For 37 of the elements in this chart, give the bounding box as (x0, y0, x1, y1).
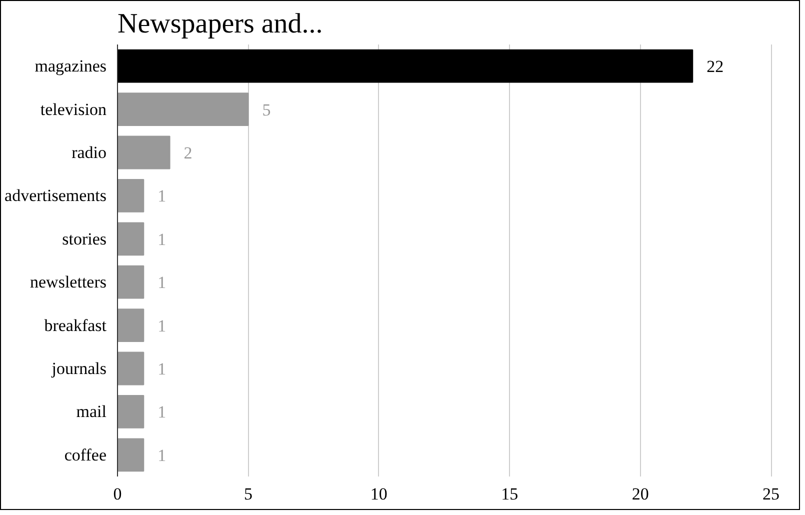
bar (118, 308, 144, 342)
y-tick-label: coffee (64, 445, 107, 464)
bar (118, 265, 144, 299)
data-label: 5 (262, 100, 271, 120)
bar (118, 92, 249, 126)
data-label: 1 (158, 446, 166, 465)
y-tick-label: stories (62, 229, 107, 248)
chart-title: Newspapers and... (118, 8, 323, 40)
bar (118, 179, 144, 212)
x-tick-label: 10 (370, 484, 388, 504)
data-label: 1 (158, 230, 166, 249)
x-tick-label: 20 (632, 484, 649, 504)
y-tick-label: breakfast (44, 316, 107, 335)
bar (118, 222, 144, 256)
bar (118, 395, 144, 428)
y-tick-label: advertisements (4, 186, 106, 206)
x-tick-label: 0 (113, 484, 122, 504)
data-label: 1 (158, 316, 166, 336)
x-tick-label: 5 (244, 484, 252, 504)
bar (118, 136, 170, 170)
y-tick-label: journals (50, 359, 107, 378)
bar (118, 352, 144, 386)
bar (118, 438, 144, 472)
x-tick-label: 25 (762, 484, 780, 504)
y-tick-label: radio (72, 143, 107, 162)
x-tick-label: 15 (501, 484, 518, 504)
y-tick-label: television (40, 100, 107, 119)
y-tick-label: magazines (34, 56, 107, 76)
bar (118, 49, 694, 83)
data-label: 22 (706, 57, 724, 76)
y-tick-label: mail (76, 402, 107, 422)
data-label: 1 (158, 273, 166, 292)
data-label: 1 (158, 402, 166, 422)
data-label: 1 (158, 186, 166, 206)
data-label: 2 (184, 144, 192, 162)
y-tick-label: newsletters (30, 272, 107, 292)
data-label: 1 (158, 360, 166, 378)
